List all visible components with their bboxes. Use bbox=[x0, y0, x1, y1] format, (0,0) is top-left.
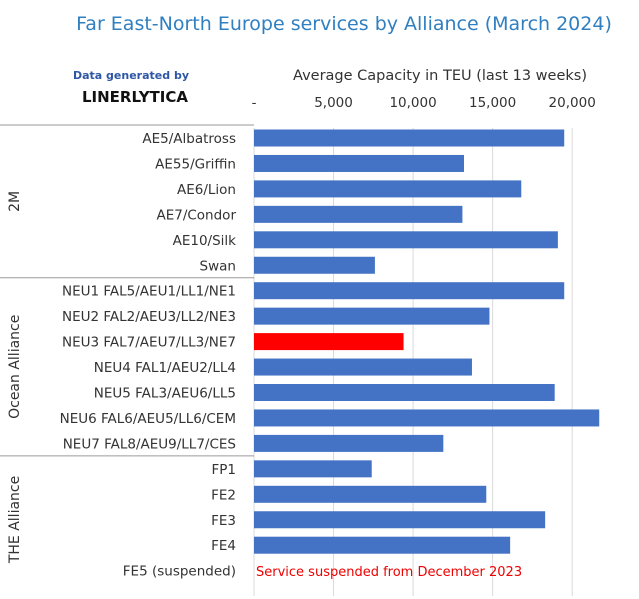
category-labels: AE5/Albatross AE55/Griffin AE6/Lion AE7/Con… bbox=[60, 131, 237, 580]
category-label: FE5 (suspended) bbox=[123, 564, 236, 580]
x-axis-title: Average Capacity in TEU (last 13 weeks) bbox=[293, 68, 587, 84]
bars bbox=[254, 129, 600, 554]
group-label: THE Alliance bbox=[7, 476, 23, 564]
bar bbox=[254, 384, 555, 401]
bar bbox=[254, 205, 463, 223]
group-separators bbox=[0, 124, 254, 457]
category-label: FE4 bbox=[211, 538, 236, 554]
category-label: FP1 bbox=[212, 462, 237, 478]
source-brand: LINERLYTICA bbox=[82, 88, 188, 106]
category-label: AE5/Albatross bbox=[142, 131, 236, 147]
group-label: Ocean Alliance bbox=[7, 315, 23, 419]
category-label: AE6/Lion bbox=[177, 182, 236, 198]
category-label: NEU3 FAL7/AEU7/LL3/NE7 bbox=[62, 335, 236, 351]
category-label: AE55/Griffin bbox=[155, 156, 236, 172]
x-tick-label: 15,000 bbox=[469, 95, 516, 111]
source-label: Data generated by bbox=[73, 69, 189, 82]
bar bbox=[254, 180, 522, 198]
bar bbox=[254, 333, 404, 351]
bar bbox=[254, 256, 375, 274]
category-label: AE7/Condor bbox=[156, 207, 236, 223]
category-label: NEU6 FAL6/AEU5/LL6/CEM bbox=[60, 411, 236, 427]
category-label: NEU4 FAL1/AEU2/LL4 bbox=[94, 360, 236, 376]
x-axis-ticks: - 5,000 10,000 15,000 20,000 bbox=[252, 95, 596, 111]
bar bbox=[254, 231, 558, 249]
bar bbox=[254, 536, 511, 554]
bar bbox=[254, 460, 372, 478]
bar bbox=[254, 434, 444, 452]
group-labels: 2M Ocean Alliance THE Alliance bbox=[7, 191, 23, 564]
category-label: NEU1 FAL5/AEU1/LL1/NE1 bbox=[62, 284, 236, 300]
bar bbox=[254, 511, 546, 529]
suspended-annotation: Service suspended from December 2023 bbox=[256, 565, 522, 580]
bar bbox=[254, 358, 472, 376]
category-label: NEU7 FAL8/AEU9/LL7/CES bbox=[63, 436, 236, 452]
category-label: Swan bbox=[200, 258, 236, 274]
x-tick-label: 10,000 bbox=[389, 95, 436, 111]
category-label: FE2 bbox=[211, 487, 236, 503]
x-tick-label: 20,000 bbox=[549, 95, 596, 111]
x-tick-label: - bbox=[252, 95, 257, 111]
category-label: FE3 bbox=[211, 513, 236, 529]
x-tick-label: 5,000 bbox=[314, 95, 353, 111]
category-label: AE10/Silk bbox=[173, 233, 237, 249]
group-label: 2M bbox=[7, 191, 23, 212]
bar bbox=[254, 129, 565, 147]
bar bbox=[254, 409, 600, 427]
bar bbox=[254, 154, 464, 172]
chart-title: Far East-North Europe services by Allian… bbox=[76, 13, 612, 35]
category-label: NEU2 FAL2/AEU3/LL2/NE3 bbox=[62, 309, 236, 325]
category-label: NEU5 FAL3/AEU6/LL5 bbox=[94, 386, 236, 402]
bar bbox=[254, 307, 490, 325]
bar bbox=[254, 485, 487, 503]
bar bbox=[254, 282, 565, 300]
